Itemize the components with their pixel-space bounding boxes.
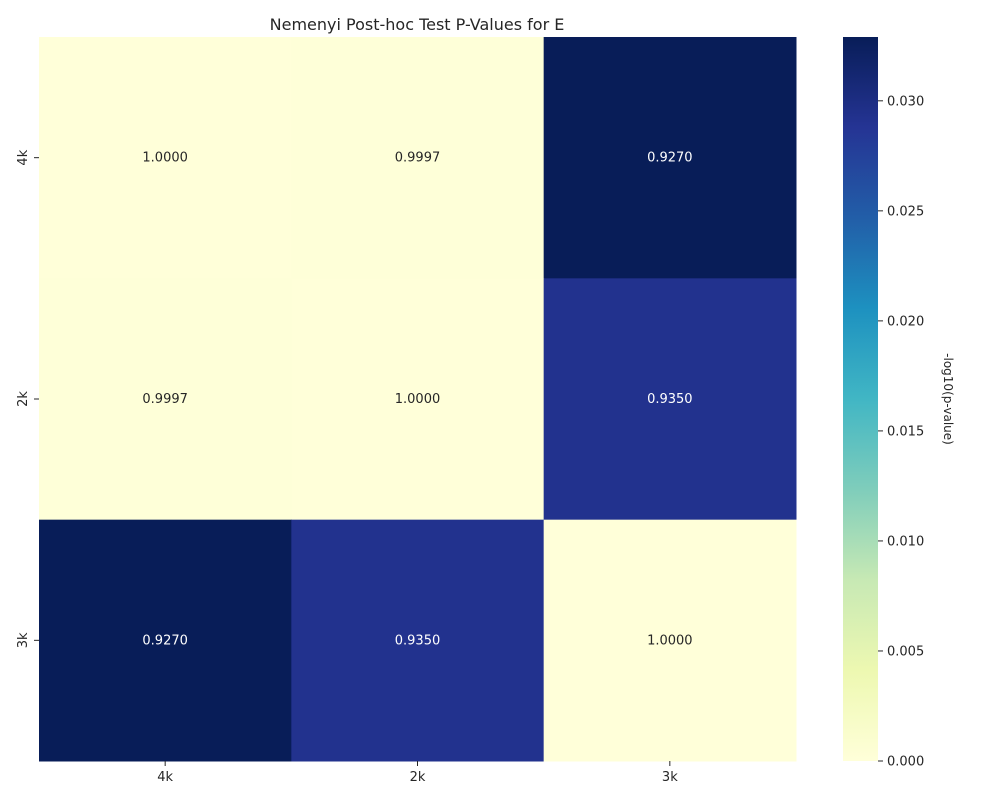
- colorbar-tick-label: 0.030: [887, 94, 924, 109]
- heatmap-cells: 1.0000 0.9997 0.9270 0.9997 1.0000 0.9350 0.92…: [39, 37, 797, 762]
- cell-value-label: 0.9270: [647, 151, 693, 166]
- x-tick-label: 3k: [662, 770, 678, 785]
- heatmap-cell: [543, 519, 797, 762]
- heatmap-cell: [291, 278, 545, 521]
- x-tick-label: 2k: [410, 770, 426, 785]
- heatmap-cell: [39, 519, 292, 762]
- colorbar-tick-label: 0.015: [887, 424, 924, 439]
- colorbar-tick-label: 0.020: [887, 314, 924, 329]
- y-axis: 4k 2k 3k: [16, 149, 39, 648]
- cell-value-label: 0.9270: [142, 633, 188, 648]
- cell-value-label: 0.9350: [395, 633, 441, 648]
- chart-title: Nemenyi Post-hoc Test P-Values for E: [270, 15, 565, 34]
- cell-value-label: 1.0000: [647, 633, 693, 648]
- heatmap-cell: [291, 37, 545, 279]
- cell-value-label: 0.9350: [647, 392, 693, 407]
- heatmap-cell: [39, 37, 292, 279]
- y-tick-label: 2k: [16, 391, 31, 407]
- cell-value-label: 0.9997: [142, 392, 188, 407]
- heatmap-cell: [39, 278, 292, 521]
- colorbar-tick-label: 0.000: [887, 755, 924, 770]
- cell-value-label: 0.9997: [395, 151, 441, 166]
- heatmap-cell: [543, 37, 797, 279]
- cell-value-label: 1.0000: [142, 151, 188, 166]
- heatmap-cell: [291, 519, 545, 762]
- colorbar-gradient: [843, 37, 878, 761]
- colorbar-tick-label: 0.005: [887, 644, 924, 659]
- colorbar-label: -log10(p-value): [941, 353, 955, 445]
- colorbar-tick-label: 0.025: [887, 204, 924, 219]
- x-axis: 4k 2k 3k: [157, 761, 678, 785]
- colorbar: 0.000 0.005 0.010 0.015 0.020 0.025 0.030 -log…: [843, 37, 955, 770]
- cell-value-label: 1.0000: [395, 392, 441, 407]
- colorbar-ticks: 0.000 0.005 0.010 0.015 0.020 0.025 0.030: [878, 94, 924, 770]
- y-tick-label: 3k: [16, 632, 31, 648]
- x-tick-label: 4k: [157, 770, 173, 785]
- y-tick-label: 4k: [16, 149, 31, 165]
- heatmap-cell: [543, 278, 797, 521]
- colorbar-tick-label: 0.010: [887, 534, 924, 549]
